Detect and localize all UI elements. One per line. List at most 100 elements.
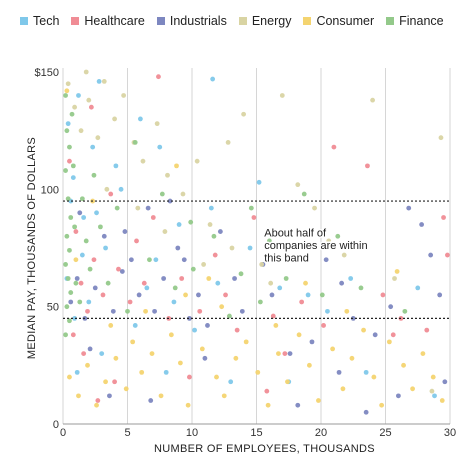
data-point-finance [227, 313, 232, 319]
data-point-consumer [276, 351, 281, 356]
data-point-finance [65, 196, 71, 202]
data-point-healthcare [212, 252, 218, 258]
data-point-healthcare [424, 327, 430, 333]
x-tick-label: 30 [444, 427, 456, 439]
data-point-tech [208, 205, 214, 211]
data-point-consumer [199, 346, 205, 352]
data-point-healthcare [234, 327, 240, 333]
data-point-healthcare [88, 104, 94, 110]
data-point-finance [335, 233, 341, 239]
data-point-industrials [217, 229, 223, 234]
data-point-tech [96, 78, 102, 84]
data-point-consumer [143, 308, 148, 314]
data-point-healthcare [197, 308, 203, 314]
data-point-consumer [349, 355, 355, 361]
legend-label: Healthcare [84, 14, 145, 28]
data-point-consumer [430, 374, 436, 380]
data-point-consumer [139, 369, 145, 375]
data-point-consumer [94, 402, 99, 408]
data-point-industrials [187, 316, 192, 321]
data-point-healthcare [441, 215, 446, 220]
data-point-consumer [371, 374, 377, 380]
data-point-tech [215, 280, 221, 286]
data-point-consumer [67, 374, 72, 380]
data-point-industrials [323, 257, 329, 263]
data-point-healthcare [91, 257, 97, 263]
legend-swatch [303, 17, 312, 25]
data-point-consumer [85, 362, 90, 368]
data-point-healthcare [70, 332, 76, 338]
data-point-healthcare [187, 374, 192, 380]
data-point-energy [392, 276, 397, 281]
legend-swatch [20, 17, 28, 25]
data-point-energy [95, 135, 101, 141]
data-point-finance [238, 271, 244, 277]
data-point-energy [180, 191, 186, 197]
data-point-consumer [410, 386, 415, 392]
data-point-healthcare [321, 323, 326, 328]
data-point-finance [87, 266, 93, 272]
data-point-finance [64, 304, 70, 310]
data-point-energy [438, 135, 444, 141]
data-point-healthcare [223, 292, 228, 298]
data-point-finance [358, 285, 364, 291]
data-point-energy [165, 172, 170, 178]
data-point-energy [429, 388, 435, 394]
data-point-industrials [148, 398, 154, 403]
data-point-finance [172, 285, 178, 291]
data-point-finance [77, 299, 83, 305]
data-point-finance [98, 224, 103, 230]
data-point-finance [257, 299, 263, 305]
legend-swatch [71, 17, 80, 25]
data-point-consumer [185, 402, 191, 408]
data-point-finance [63, 262, 68, 267]
legend: Tech Healthcare Industrials Energy Consumer F… [20, 14, 456, 28]
data-point-healthcare [127, 299, 133, 305]
data-point-consumer [330, 346, 336, 352]
annotation-halo: About half of [264, 227, 327, 239]
data-point-healthcare [156, 74, 161, 80]
data-point-energy [154, 121, 160, 127]
data-point-finance [190, 266, 196, 272]
data-point-tech [118, 186, 124, 192]
data-point-industrials [205, 323, 210, 328]
data-point-consumer [73, 257, 79, 263]
data-point-tech [99, 351, 105, 356]
data-point-energy [83, 69, 89, 75]
data-point-tech [74, 369, 80, 375]
data-point-energy [65, 81, 71, 87]
data-point-healthcare [299, 299, 305, 305]
data-point-tech [415, 285, 421, 291]
data-point-finance [147, 257, 152, 263]
x-tick-label: 20 [315, 427, 327, 439]
data-point-finance [63, 168, 68, 173]
data-point-tech [144, 285, 150, 291]
data-point-consumer [296, 332, 302, 338]
data-point-energy [86, 97, 92, 103]
data-point-tech [192, 327, 197, 333]
data-point-consumer [394, 269, 400, 274]
data-point-energy [295, 182, 301, 188]
data-point-energy [268, 280, 274, 286]
data-point-finance [63, 332, 68, 338]
data-point-industrials [167, 198, 173, 204]
data-point-energy [140, 158, 146, 164]
data-point-consumer [108, 323, 114, 328]
data-point-consumer [243, 339, 249, 345]
x-tick-label: 0 [60, 427, 66, 439]
data-point-energy [72, 104, 78, 110]
legend-swatch [156, 17, 165, 25]
data-point-healthcare [445, 252, 450, 258]
data-point-healthcare [331, 144, 337, 150]
data-point-finance [301, 191, 307, 197]
data-point-healthcare [85, 308, 90, 314]
data-point-industrials [145, 205, 151, 211]
annotation-halo: this band [264, 252, 309, 264]
data-point-finance [68, 215, 74, 220]
data-point-industrials [161, 276, 167, 281]
data-point-tech [81, 215, 87, 220]
data-point-consumer [420, 351, 426, 356]
data-point-consumer [285, 379, 290, 385]
legend-label: Consumer [316, 14, 375, 28]
data-point-healthcare [380, 292, 386, 298]
